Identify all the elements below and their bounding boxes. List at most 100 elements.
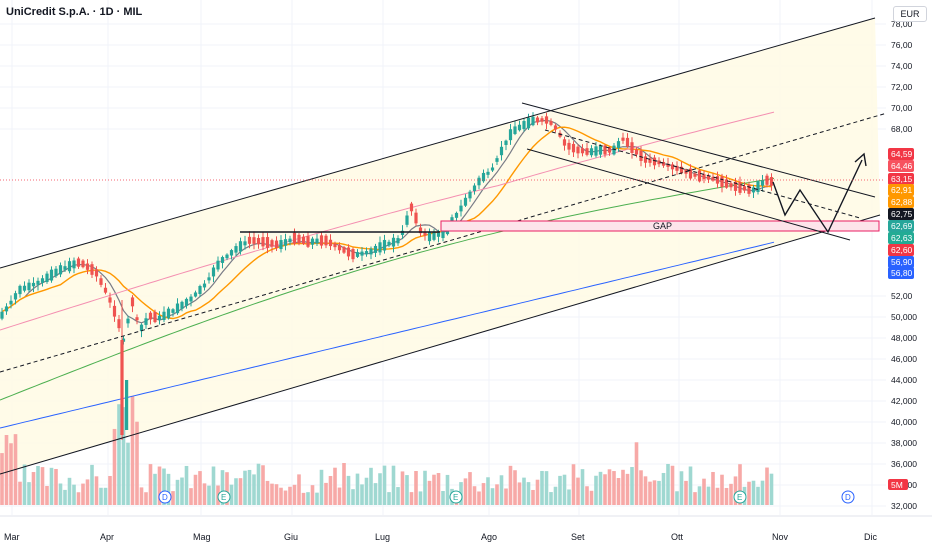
candle-body: [657, 160, 661, 165]
volume-bar: [63, 489, 67, 505]
currency-button[interactable]: EUR: [893, 6, 927, 22]
candle-body: [652, 157, 657, 166]
candle-body: [612, 145, 616, 155]
earnings-marker[interactable]: [449, 490, 463, 504]
volume-bar: [189, 488, 193, 505]
volume-bar: [297, 474, 301, 505]
candle-body: [315, 238, 319, 244]
volume-bar: [153, 473, 157, 505]
earnings-marker[interactable]: [217, 490, 231, 504]
candle-body: [387, 241, 391, 246]
event-marker-label: E: [737, 493, 742, 502]
candle-body: [324, 235, 328, 246]
candle-body: [720, 176, 724, 187]
candle-body: [706, 175, 711, 180]
candle-body: [49, 269, 54, 281]
volume-bar: [387, 492, 391, 505]
price-tick-label: 78,00: [891, 19, 913, 29]
earnings-marker[interactable]: [733, 490, 747, 504]
candle-body: [94, 269, 99, 277]
price-tick-label: 50,000: [891, 312, 917, 322]
price-tick-label: 48,000: [891, 333, 917, 343]
volume-bar: [76, 492, 81, 505]
volume-bar: [490, 488, 495, 505]
volume-bars: [0, 395, 774, 505]
volume-bar: [720, 474, 724, 505]
candle-body: [508, 129, 513, 141]
dividend-marker[interactable]: [841, 490, 855, 504]
ma-fast-line: [1, 119, 772, 324]
volume-bar: [414, 471, 418, 505]
candle-body: [297, 234, 301, 244]
volume-bar: [171, 491, 175, 505]
time-axis-labels[interactable]: Mar Apr Mag Giu Lug Ago Set Ott Nov Dic: [4, 532, 877, 542]
ma-red-line: [0, 111, 775, 331]
candle-body: [117, 319, 121, 329]
volume-bar: [360, 484, 364, 505]
candle-body: [265, 237, 270, 248]
volume-bar: [747, 481, 751, 505]
volume-bar: [756, 486, 760, 505]
volume-bar: [234, 478, 238, 505]
volume-bar: [589, 490, 594, 505]
candle-body: [351, 248, 355, 260]
flag-upper-line: [521, 102, 876, 198]
candle-body: [400, 230, 405, 236]
volume-bar: [621, 469, 625, 505]
candles: [0, 112, 774, 440]
candle-body: [4, 306, 9, 312]
candle-body: [120, 340, 124, 435]
candle-body: [166, 308, 171, 319]
price-tick-label: 32,000: [891, 501, 917, 511]
volume-bar: [441, 490, 445, 505]
dividend-marker[interactable]: [158, 490, 172, 504]
volume-bar: [612, 471, 616, 505]
price-tag-label: 62,91: [891, 185, 913, 195]
volume-bar: [540, 470, 544, 505]
candle-body: [373, 245, 378, 253]
price-tag-label: 62,88: [891, 197, 913, 207]
projection-arrowhead: [854, 152, 867, 167]
volume-bar: [112, 428, 117, 505]
volume-bar: [306, 492, 310, 505]
time-tick-label: Set: [571, 532, 585, 542]
volume-bar: [36, 466, 40, 505]
candle-body: [198, 286, 202, 294]
candle-body: [481, 172, 486, 182]
candle-body: [310, 238, 315, 245]
candle-body: [103, 287, 108, 293]
volume-bar: [301, 492, 306, 505]
volume-bar: [99, 487, 103, 505]
volume-bar: [220, 470, 225, 505]
candle-body: [454, 212, 459, 218]
flag-lower-line: [526, 148, 851, 241]
projection-path: [772, 159, 863, 234]
volume-bar: [580, 469, 585, 505]
candle-body: [360, 251, 364, 256]
volume-bar: [625, 473, 630, 505]
volume-bar: [144, 492, 148, 505]
price-tick-label: 74,00: [891, 61, 913, 71]
candle-body: [346, 247, 351, 257]
candle-body: [436, 232, 441, 237]
time-tick-label: Lug: [375, 532, 390, 542]
volume-bar: [364, 477, 369, 505]
candle-body: [414, 212, 418, 224]
candle-body: [85, 263, 90, 270]
volume-bar: [724, 487, 729, 505]
candle-body: [274, 240, 279, 249]
volume-bar: [243, 470, 247, 505]
price-tag: [888, 267, 914, 279]
volume-bar: [729, 483, 733, 505]
candle-body: [144, 318, 148, 325]
candle-body: [306, 236, 310, 247]
candle-body: [247, 236, 252, 244]
candle-body: [765, 175, 769, 185]
volume-bar: [166, 473, 171, 505]
volume-bar: [292, 484, 297, 505]
candle-body: [31, 282, 36, 287]
volume-bar: [405, 475, 409, 505]
candle-body: [125, 380, 129, 430]
